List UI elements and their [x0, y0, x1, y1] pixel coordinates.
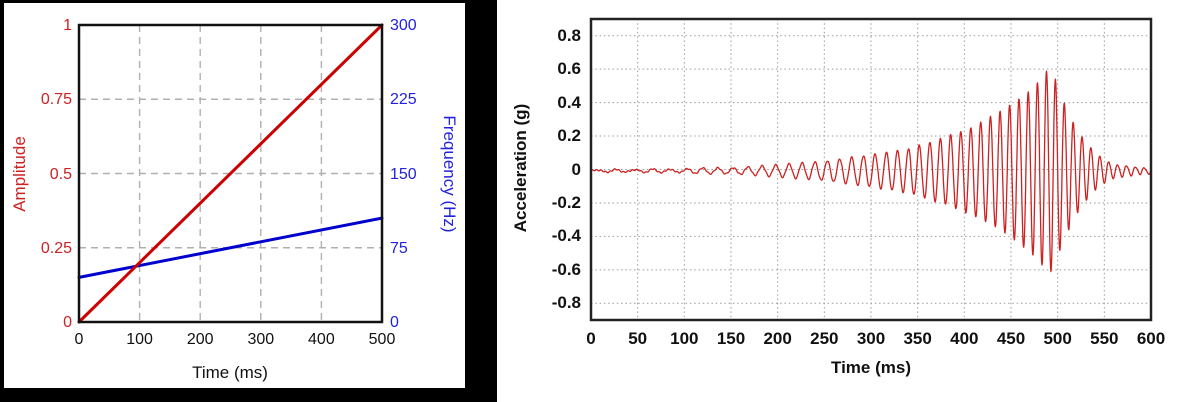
y-axis-tick-label: 0.6: [557, 59, 581, 79]
x-axis-tick-label: 300: [247, 331, 275, 348]
x-axis-tick-label: 500: [368, 331, 396, 348]
y-axis-tick-label: -0.4: [551, 226, 581, 246]
left-chart-y-left-axis-title: Amplitude: [10, 136, 29, 212]
x-axis-tick-label: 550: [1090, 329, 1119, 348]
right-y-axis-tick-label: 0: [390, 314, 399, 331]
x-axis-tick-label: 200: [763, 329, 792, 348]
acceleration-chart-plot: [589, 17, 1153, 322]
y-axis-tick-label: 0.2: [557, 126, 581, 146]
x-axis-tick-label: 450: [996, 329, 1026, 348]
x-axis-tick-label: 150: [716, 329, 746, 348]
x-axis-tick-label: 200: [186, 331, 214, 348]
x-axis-tick-label: 100: [670, 329, 699, 348]
left-y-axis-tick-label: 0.25: [40, 239, 72, 257]
x-axis-tick-label: 600: [1136, 329, 1166, 348]
right-chart-y-axis-title: Acceleration (g): [511, 103, 530, 233]
right-y-axis-tick-label: 75: [390, 239, 408, 257]
frequency-hz--line: [77, 216, 384, 279]
right-chart-figure: 0.8 0.6 0.4 0.2 0 -0.2 -0.4 -0.6 -0.8 0 50 100 150 20…: [497, 0, 1177, 402]
y-axis-tick-label: 0.8: [557, 25, 581, 45]
x-axis-tick-label: 350: [903, 329, 932, 348]
y-axis-tick-label: 0: [571, 159, 581, 179]
x-axis-tick-label: 0: [586, 329, 596, 348]
x-axis-tick-label: 500: [1043, 329, 1072, 348]
right-y-axis-tick-label: 300: [390, 17, 417, 34]
left-chart-panel: 0 0.25 0.5 0.75 1 0 75 150 225 300 0 100 200 300 400 50…: [4, 3, 465, 388]
y-axis-tick-label: -0.6: [551, 259, 581, 279]
left-y-axis-tick-label: 0: [63, 314, 72, 331]
left-chart-frame: 0 0.25 0.5 0.75 1 0 75 150 225 300 0 100 200 300 400 50…: [0, 0, 497, 402]
x-axis-tick-label: 250: [810, 329, 839, 348]
left-y-axis-tick-label: 1: [63, 17, 72, 34]
y-axis-tick-label: 0.4: [557, 92, 581, 112]
right-chart-x-axis-title: Time (ms): [831, 358, 911, 377]
plot-border: [589, 17, 1153, 322]
x-axis-tick-label: 400: [950, 329, 979, 348]
left-y-axis-tick-label: 0.5: [49, 165, 72, 183]
left-y-axis-tick-label: 0.75: [40, 91, 72, 109]
x-axis-tick-label: 100: [126, 331, 153, 348]
plot-border: [77, 23, 384, 324]
y-axis-tick-label: -0.8: [551, 293, 581, 313]
left-chart-x-axis-title: Time (ms): [192, 363, 268, 382]
x-axis-tick-label: 0: [74, 331, 84, 348]
right-y-axis-tick-label: 225: [390, 91, 417, 109]
left-chart-y-right-axis-title: Frequency (Hz): [440, 115, 459, 233]
amplitude-line: [77, 23, 384, 324]
x-axis-tick-label: 300: [856, 329, 886, 348]
x-axis-tick-label: 50: [628, 329, 648, 348]
right-y-axis-tick-label: 150: [390, 165, 417, 183]
amplitude-frequency-chart-plot: [77, 23, 384, 324]
acceleration-waveform: [590, 70, 1152, 273]
y-axis-tick-label: -0.2: [551, 192, 581, 212]
x-axis-tick-label: 400: [308, 331, 335, 348]
